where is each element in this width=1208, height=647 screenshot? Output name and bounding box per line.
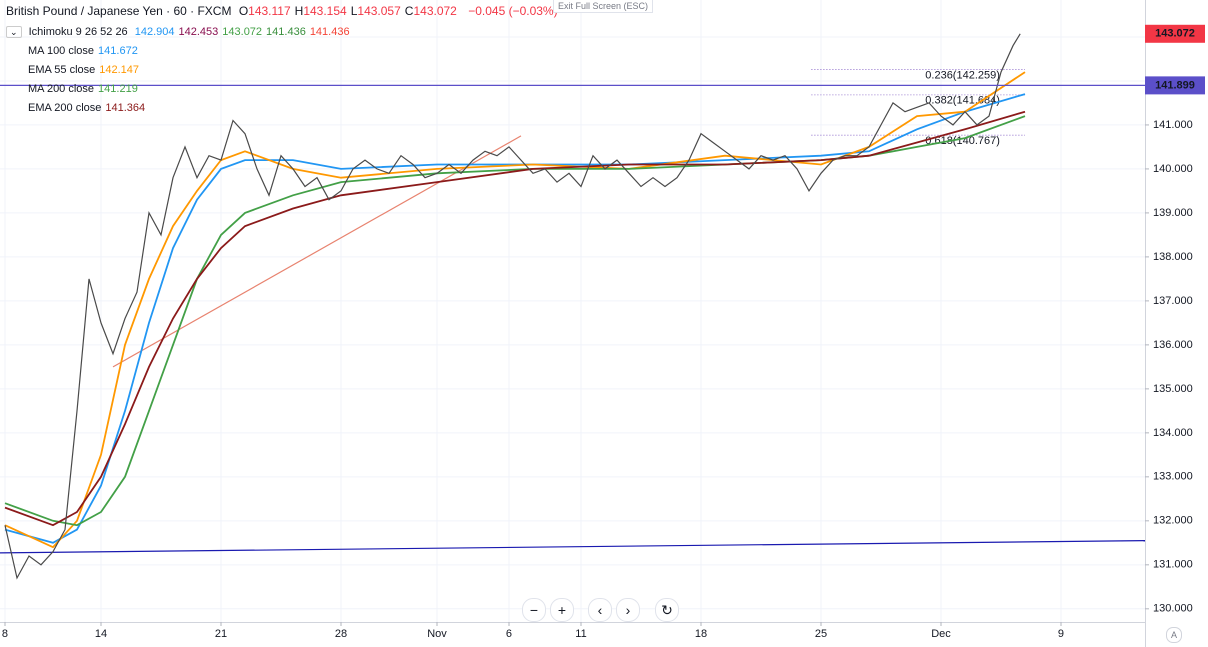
y-tick-label: 138.000 <box>1153 251 1193 263</box>
x-tick-label: 11 <box>575 628 586 640</box>
legend-item: MA 100 close 141.672 <box>28 45 142 57</box>
ohlc-value: 143.117 <box>248 4 291 18</box>
price-label: 143.072 <box>1155 28 1195 40</box>
y-tick-label: 141.000 <box>1153 119 1193 131</box>
indicator-value: 141.436 <box>266 26 306 38</box>
indicator-value: 141.436 <box>309 26 350 38</box>
y-tick-label: 134.000 <box>1153 427 1193 439</box>
ohlc-value: 143.072 <box>413 4 457 18</box>
legend-value: 141.364 <box>105 102 146 114</box>
exit-fullscreen[interactable]: Exit Full Screen (ESC) <box>553 0 654 13</box>
x-tick-label: 6 <box>506 628 512 640</box>
symbol-title: British Pound / Japanese Yen · 60 · FXCM <box>6 4 232 18</box>
reset[interactable]: ↻ <box>655 598 679 622</box>
y-tick-label: 140.000 <box>1153 163 1193 175</box>
legend-name: MA 200 close <box>28 83 95 95</box>
ohlc-key: L <box>350 4 358 18</box>
legend-title-row: British Pound / Japanese Yen · 60 · FXCM… <box>6 4 562 18</box>
y-tick-label: 131.000 <box>1153 559 1193 571</box>
indicator-value: 142.453 <box>178 26 219 38</box>
trend-line <box>0 540 1146 554</box>
ohlc-value: 143.154 <box>303 4 347 18</box>
indicator-value: 142.904 <box>134 26 175 38</box>
y-tick-label: 137.000 <box>1153 295 1193 307</box>
y-tick-label: 132.000 <box>1153 515 1193 527</box>
moving-average <box>4 110 1026 527</box>
indicator-name: Ichimoku 9 26 52 26 <box>28 26 128 38</box>
legend-item: MA 200 close 141.219 <box>28 83 142 95</box>
price-label-box <box>1145 76 1205 95</box>
legend-value: 141.672 <box>98 45 138 57</box>
ohlc-key: O <box>238 4 249 18</box>
x-tick-label: 25 <box>815 628 827 640</box>
ohlc-key: C <box>404 4 414 18</box>
y-tick-label: 135.000 <box>1153 383 1193 395</box>
legend-name: MA 100 close <box>28 45 95 57</box>
change: −0.045 (−0.03%) <box>468 4 558 18</box>
legend-item: EMA 55 close 142.147 <box>28 64 143 76</box>
x-tick-label: Nov <box>427 628 447 640</box>
legend-value: 142.147 <box>99 64 140 76</box>
x-tick-label: 8 <box>2 628 8 640</box>
scroll-right[interactable]: › <box>616 598 640 622</box>
legend-item: EMA 200 close 141.364 <box>28 102 149 114</box>
x-tick-label: Dec <box>931 628 951 640</box>
legend-name: EMA 200 close <box>28 102 102 114</box>
fib-label: 0.382(141.684) <box>925 95 1000 107</box>
y-tick-label: 136.000 <box>1153 339 1193 351</box>
ohlc-key: H <box>294 4 304 18</box>
x-tick-label: 14 <box>95 628 107 640</box>
zoom-in[interactable]: + <box>550 598 574 622</box>
x-tick-label: 21 <box>215 628 227 640</box>
collapse-toggle[interactable]: ⌄ <box>6 26 22 38</box>
fib-label: 0.236(142.259) <box>925 69 1000 81</box>
indicator-value: 143.072 <box>222 26 263 38</box>
legend-value: 141.219 <box>98 83 138 95</box>
ohlc-value: 143.057 <box>357 4 401 18</box>
ichimoku-legend: ⌄ Ichimoku 9 26 52 26 142.904 142.453 143.… <box>6 26 354 38</box>
price-label: 141.899 <box>1155 79 1195 91</box>
auto-scale[interactable]: A <box>1166 627 1182 643</box>
price-line <box>4 33 1021 580</box>
trend-line <box>112 135 522 368</box>
zoom-out[interactable]: − <box>522 598 546 622</box>
x-tick-label: 28 <box>335 628 347 640</box>
y-tick-label: 133.000 <box>1153 471 1193 483</box>
fib-label: 0.618(140.767) <box>925 135 1000 147</box>
y-tick-label: 139.000 <box>1153 207 1193 219</box>
legend-name: EMA 55 close <box>28 64 96 76</box>
scroll-left[interactable]: ‹ <box>588 598 612 622</box>
y-tick-label: 130.000 <box>1153 603 1193 615</box>
price-label-box <box>1145 24 1205 43</box>
x-tick-label: 9 <box>1058 628 1064 640</box>
x-tick-label: 18 <box>695 628 707 640</box>
ohlc: O143.117 H143.154 L143.057 C143.072 <box>239 4 461 18</box>
